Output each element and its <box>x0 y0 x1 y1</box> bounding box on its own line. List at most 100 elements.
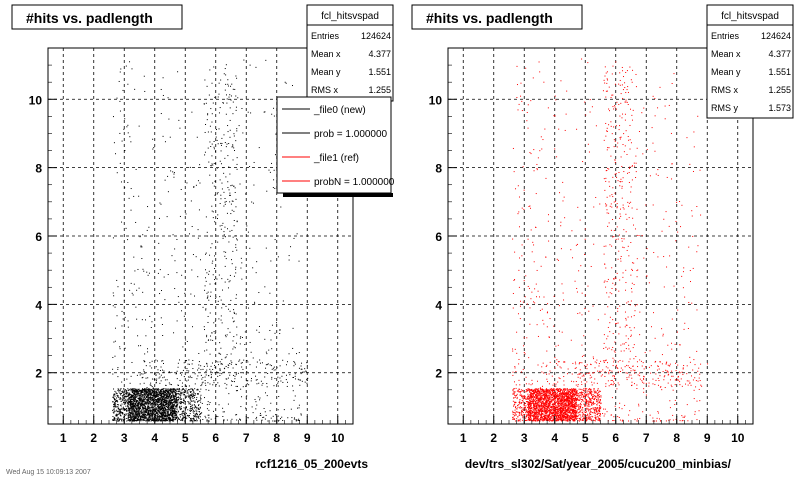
scatter-point <box>201 412 203 414</box>
scatter-point <box>178 119 180 121</box>
scatter-point <box>295 419 297 421</box>
scatter-point <box>153 412 155 414</box>
scatter-point <box>532 389 534 391</box>
scatter-point <box>227 364 229 366</box>
scatter-point <box>148 388 150 390</box>
scatter-point <box>142 401 144 403</box>
scatter-point <box>256 383 258 385</box>
scatter-point <box>239 359 241 361</box>
scatter-point <box>141 258 143 260</box>
scatter-point <box>121 140 123 142</box>
scatter-point <box>174 288 176 290</box>
scatter-point <box>578 399 580 401</box>
scatter-point <box>563 412 565 414</box>
scatter-point <box>141 415 143 417</box>
scatter-point <box>144 419 146 421</box>
scatter-point <box>148 404 150 406</box>
scatter-point <box>155 407 157 409</box>
scatter-point <box>173 405 175 407</box>
scatter-point <box>220 198 222 200</box>
scatter-point <box>226 419 228 421</box>
scatter-point <box>171 405 173 407</box>
scatter-point <box>134 394 136 396</box>
scatter-point <box>133 399 135 401</box>
scatter-point <box>599 407 601 409</box>
scatter-point <box>208 403 210 405</box>
scatter-point <box>196 397 198 399</box>
left-legend: _file0 (new) prob = 1.000000 _file1 (ref… <box>276 96 395 197</box>
scatter-point <box>116 399 118 401</box>
scatter-point <box>564 415 566 417</box>
scatter-point <box>174 390 176 392</box>
scatter-point <box>287 381 289 383</box>
scatter-point <box>276 322 278 324</box>
scatter-point <box>147 274 149 276</box>
scatter-point <box>183 388 185 390</box>
scatter-point <box>141 412 143 414</box>
scatter-point <box>232 380 234 382</box>
scatter-point <box>225 83 227 85</box>
scatter-point <box>164 179 166 181</box>
scatter-point <box>179 416 181 418</box>
scatter-point <box>117 420 119 422</box>
scatter-point <box>211 163 213 165</box>
scatter-point <box>235 372 237 374</box>
scatter-point <box>203 103 205 105</box>
scatter-point <box>567 406 569 408</box>
scatter-point <box>136 390 138 392</box>
scatter-point <box>167 404 169 406</box>
scatter-point <box>117 395 119 397</box>
scatter-point <box>277 372 279 374</box>
scatter-point <box>580 414 582 416</box>
scatter-point <box>152 398 154 400</box>
scatter-point <box>565 395 567 397</box>
scatter-point <box>599 405 601 407</box>
scatter-point <box>163 389 165 391</box>
scatter-point <box>211 113 213 115</box>
scatter-point <box>599 401 601 403</box>
scatter-point <box>131 409 133 411</box>
scatter-point <box>177 393 179 395</box>
scatter-point <box>573 389 575 391</box>
scatter-point <box>531 414 533 416</box>
scatter-point <box>148 394 150 396</box>
scatter-point <box>115 400 117 402</box>
scatter-point <box>143 75 145 77</box>
scatter-point <box>205 253 207 255</box>
scatter-point <box>225 146 227 148</box>
scatter-point <box>553 400 555 402</box>
scatter-point <box>174 408 176 410</box>
scatter-point <box>266 386 268 388</box>
scatter-point <box>170 170 172 172</box>
scatter-point <box>119 410 121 412</box>
scatter-point <box>142 418 144 420</box>
scatter-point <box>143 412 145 414</box>
scatter-point <box>146 418 148 420</box>
scatter-point <box>170 397 172 399</box>
scatter-point <box>138 406 140 408</box>
scatter-point <box>191 395 193 397</box>
scatter-point <box>282 381 284 383</box>
scatter-point <box>298 367 300 369</box>
scatter-point <box>527 406 529 408</box>
scatter-point <box>115 410 117 412</box>
scatter-point <box>191 400 193 402</box>
scatter-point <box>543 409 545 411</box>
scatter-point <box>153 398 155 400</box>
scatter-point <box>151 419 153 421</box>
scatter-point <box>178 397 180 399</box>
scatter-point <box>596 409 598 411</box>
scatter-point <box>183 399 185 401</box>
scatter-point <box>572 404 574 406</box>
scatter-point <box>166 396 168 398</box>
scatter-point <box>162 396 164 398</box>
scatter-point <box>176 417 178 419</box>
scatter-point <box>155 401 157 403</box>
scatter-point <box>211 121 213 123</box>
scatter-point <box>128 408 130 410</box>
scatter-point <box>130 401 132 403</box>
scatter-point <box>192 359 194 361</box>
scatter-point <box>190 391 192 393</box>
scatter-point <box>552 391 554 393</box>
scatter-point <box>152 387 154 389</box>
